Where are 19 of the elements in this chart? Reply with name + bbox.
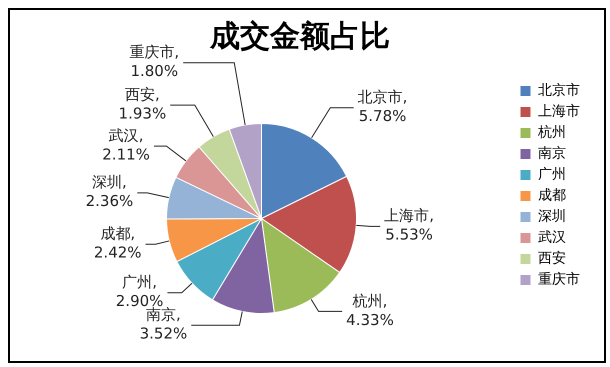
data-label: 重庆市, 1.80% [129, 43, 180, 80]
legend-label: 南京 [538, 146, 566, 162]
legend-label: 北京市 [538, 82, 580, 99]
legend-label: 成都 [538, 188, 566, 204]
data-label: 上海市, 5.53% [384, 206, 434, 244]
legend-label: 西安 [538, 250, 566, 267]
data-label: 北京市, 5.78% [358, 88, 408, 126]
data-label: 成都, 2.42% [94, 224, 142, 262]
data-label: 武汉, 2.11% [102, 126, 150, 164]
legend-label: 重庆市 [538, 272, 580, 288]
legend-label: 广州 [538, 166, 566, 183]
chart-title: 成交金额占比 [209, 18, 390, 54]
data-label: 杭州, 4.33% [346, 292, 394, 329]
legend-label: 上海市 [538, 104, 580, 120]
legend-label: 杭州 [537, 124, 566, 141]
data-label: 西安, 1.93% [118, 85, 166, 122]
legend-label: 深圳 [538, 208, 566, 225]
data-label: 深圳, 2.36% [86, 173, 134, 210]
legend-label: 武汉 [538, 230, 566, 246]
